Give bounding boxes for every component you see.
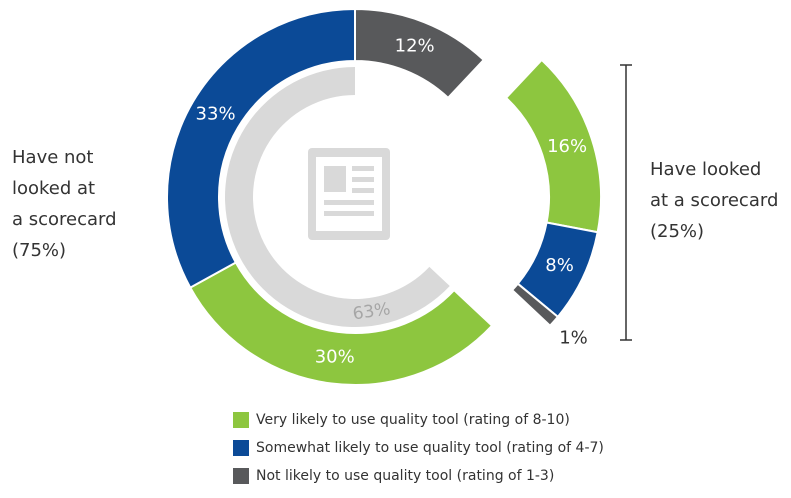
legend-swatch (233, 440, 249, 456)
icon-line (352, 166, 374, 171)
donut-segment (188, 261, 494, 386)
bracket (620, 64, 632, 341)
icon-line (324, 200, 374, 205)
group-label: Have not (12, 147, 94, 168)
group-label: (25%) (650, 221, 704, 242)
legend-swatch (233, 468, 249, 484)
icon-line (352, 188, 374, 193)
legend-label: Somewhat likely to use quality tool (rat… (256, 440, 604, 456)
group-label: Have looked (650, 159, 761, 180)
donut-segment (354, 7, 486, 100)
data-label: 1% (559, 328, 588, 349)
icon-line (352, 177, 374, 182)
group-label: looked at (12, 178, 95, 199)
data-label: 30% (315, 347, 355, 368)
data-label: 16% (547, 136, 587, 157)
donut-segment (166, 7, 356, 289)
group-label: a scorecard (12, 209, 117, 230)
icon-block (324, 166, 346, 192)
legend-swatch (233, 412, 249, 428)
icon-line (324, 211, 374, 216)
data-label: 8% (545, 255, 574, 276)
group-label: (75%) (12, 240, 66, 261)
donut-segment (510, 282, 560, 328)
center-icon (308, 148, 390, 240)
data-label: 33% (196, 104, 236, 125)
group-label: at a scorecard (650, 190, 778, 211)
legend-label: Very likely to use quality tool (rating … (256, 412, 570, 428)
inner-ring (224, 67, 450, 327)
legend-label: Not likely to use quality tool (rating o… (256, 468, 554, 484)
data-label: 12% (395, 35, 435, 56)
